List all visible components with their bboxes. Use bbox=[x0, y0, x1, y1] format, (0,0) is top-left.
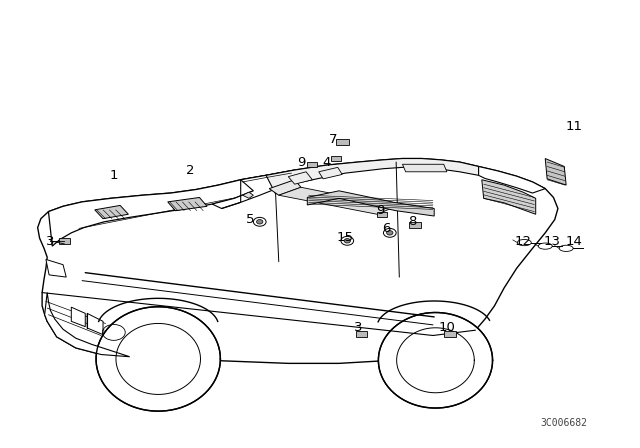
Polygon shape bbox=[71, 307, 85, 327]
Polygon shape bbox=[45, 293, 130, 357]
Polygon shape bbox=[212, 170, 294, 208]
Circle shape bbox=[253, 217, 266, 226]
Bar bbox=[59, 238, 70, 244]
Bar bbox=[336, 139, 349, 145]
Circle shape bbox=[383, 228, 396, 237]
Polygon shape bbox=[403, 164, 447, 172]
Text: 15: 15 bbox=[337, 231, 354, 244]
Text: 11: 11 bbox=[565, 120, 582, 133]
Polygon shape bbox=[96, 307, 220, 411]
Circle shape bbox=[344, 239, 351, 243]
Text: 13: 13 bbox=[543, 235, 560, 248]
Ellipse shape bbox=[538, 243, 552, 249]
Text: 4: 4 bbox=[322, 155, 330, 168]
Ellipse shape bbox=[517, 240, 531, 246]
Text: 5: 5 bbox=[246, 213, 255, 226]
Polygon shape bbox=[49, 175, 269, 246]
Bar bbox=[356, 331, 367, 337]
Polygon shape bbox=[479, 167, 545, 193]
Text: 3C006682: 3C006682 bbox=[541, 418, 588, 427]
Polygon shape bbox=[378, 313, 493, 408]
Polygon shape bbox=[269, 180, 301, 195]
Polygon shape bbox=[46, 259, 66, 277]
Text: 2: 2 bbox=[186, 164, 194, 177]
Text: 12: 12 bbox=[515, 235, 532, 248]
Polygon shape bbox=[243, 192, 253, 198]
Bar bbox=[410, 222, 421, 228]
Text: 7: 7 bbox=[328, 134, 337, 146]
Text: 9: 9 bbox=[376, 204, 385, 217]
Text: 3: 3 bbox=[354, 322, 362, 335]
Circle shape bbox=[341, 237, 354, 245]
Polygon shape bbox=[168, 198, 207, 211]
Polygon shape bbox=[482, 180, 536, 214]
Bar bbox=[444, 331, 456, 337]
Bar bbox=[307, 162, 317, 167]
Polygon shape bbox=[545, 159, 566, 185]
Text: 6: 6 bbox=[383, 222, 391, 235]
Polygon shape bbox=[87, 313, 103, 335]
Polygon shape bbox=[307, 191, 434, 216]
Text: 1: 1 bbox=[109, 169, 118, 182]
Text: 14: 14 bbox=[565, 235, 582, 248]
Polygon shape bbox=[288, 172, 312, 184]
Polygon shape bbox=[266, 159, 479, 194]
Bar bbox=[331, 156, 341, 161]
Circle shape bbox=[387, 231, 393, 235]
Polygon shape bbox=[95, 206, 129, 219]
Polygon shape bbox=[279, 187, 396, 214]
Text: 10: 10 bbox=[438, 322, 455, 335]
Bar bbox=[377, 211, 387, 217]
Polygon shape bbox=[319, 168, 342, 179]
Ellipse shape bbox=[559, 245, 573, 251]
Text: 3: 3 bbox=[46, 235, 54, 248]
Text: 9: 9 bbox=[297, 155, 305, 168]
Circle shape bbox=[257, 220, 263, 224]
Text: 8: 8 bbox=[408, 215, 416, 228]
